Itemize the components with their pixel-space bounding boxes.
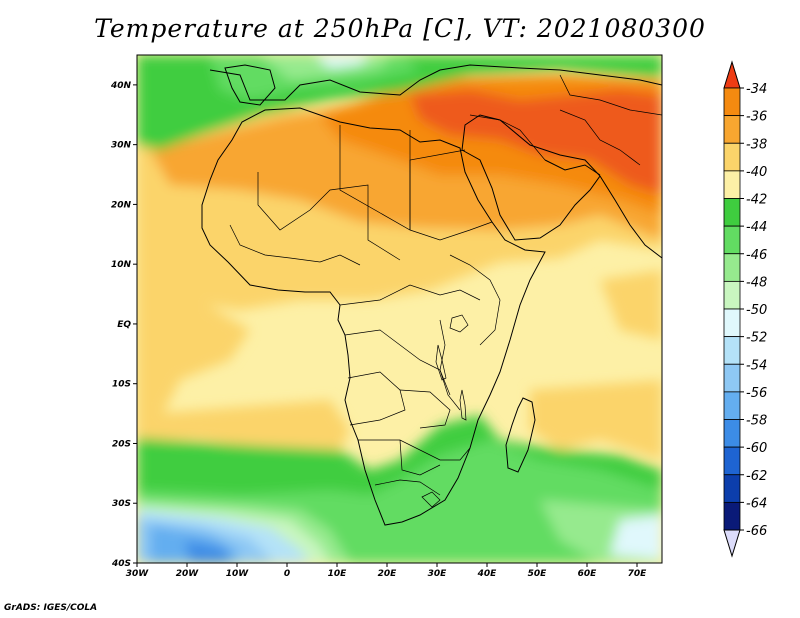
colorbar-segment	[723, 474, 741, 503]
lake-tanganyika	[435, 344, 447, 381]
plot-frame	[136, 54, 663, 564]
lon-tick-label: 60E	[578, 569, 598, 579]
colorbar-segment	[723, 308, 741, 338]
colorbar-label: -40	[746, 165, 767, 180]
lon-tick-label: 30E	[428, 569, 448, 579]
border-sahara-west	[257, 172, 401, 261]
colorbar-label: -34	[746, 82, 767, 97]
lon-tick-label: 20E	[378, 569, 398, 579]
colorbar-label: -64	[746, 496, 767, 511]
colorbar-segment	[723, 253, 741, 282]
persian-gulf-coastline	[544, 159, 601, 176]
lon-tick-label: 0	[284, 569, 290, 579]
colorbar-label: -46	[746, 248, 767, 263]
iberia-coastline	[224, 64, 276, 106]
colorbar-label: -48	[746, 275, 767, 290]
colorbar-label: -66	[746, 524, 767, 539]
border-iran-afghan	[559, 109, 641, 166]
colorbar-bottom-cap	[723, 529, 741, 558]
lat-tick-label: 20S	[112, 439, 131, 449]
colorbar-label: -56	[746, 386, 767, 401]
border-lesotho	[421, 491, 441, 508]
coastlines	[201, 64, 662, 526]
border-sudan	[409, 221, 493, 241]
border-middle-east	[469, 114, 546, 161]
colorbar-label: -58	[746, 414, 767, 429]
colorbar-label: -54	[746, 358, 767, 373]
colorbar-label: -42	[746, 193, 767, 208]
border-central-asia	[559, 74, 662, 116]
colorbar-label: -62	[746, 469, 767, 484]
border-angola	[347, 371, 406, 426]
lon-tick-label: 10W	[226, 569, 250, 579]
colorbar-label: -52	[746, 331, 767, 346]
colorbar-top-cap	[723, 60, 741, 89]
lat-tick-label: 20N	[111, 200, 132, 210]
colorbar-segment	[723, 198, 741, 227]
colorbar-segment	[723, 336, 741, 365]
colorbar-segment	[723, 280, 741, 310]
lat-tick-label: 10S	[112, 380, 131, 390]
colorbar-segment	[723, 419, 741, 448]
field-minus40-indian-east	[600, 270, 662, 340]
lake-victoria	[449, 314, 469, 333]
lake-malawi	[459, 389, 467, 421]
africa-coastline	[201, 107, 546, 526]
colorbar-segment	[723, 170, 741, 199]
field-minus52-south	[610, 515, 662, 560]
lon-tick-label: 40E	[477, 569, 498, 579]
border-botswana	[399, 439, 441, 476]
border-east-africa	[449, 254, 501, 346]
border-southern-africa	[358, 439, 471, 461]
colorbar-label: -60	[746, 441, 767, 456]
lon-tick-label: 10E	[328, 569, 348, 579]
colorbar-label: -50	[746, 303, 767, 318]
madagascar-coastline	[505, 397, 536, 473]
border-central-africa	[339, 284, 481, 306]
border-south-africa	[374, 479, 441, 496]
europe-coastline	[209, 64, 662, 101]
field-minus52-north	[315, 55, 370, 68]
field-minus34-east	[410, 90, 662, 195]
credit-text: GrADS: IGES/COLA	[4, 603, 98, 613]
india-coastline	[599, 175, 662, 259]
field-minus40-south-west	[137, 300, 250, 425]
latitude-axis: 40N 30N 20N 10N EQ 10S 20S 30S 40S	[110, 81, 137, 569]
longitude-axis: 30W 20W 10W 0 10E 20E 30E 40E 50E 60E 70E	[126, 563, 647, 579]
field-minus40-indian-ocean	[530, 380, 662, 460]
colorbar: -34 -36 -38 -40 -42 -44 -46 -48 -50 -52 -54 -56 -58 -…	[723, 60, 767, 558]
lat-tick-label: 30N	[111, 141, 132, 151]
chart-title: Temperature at 250hPa [C], VT: 202108030…	[94, 14, 706, 43]
colorbar-segment	[723, 501, 741, 531]
lat-tick-label: 30S	[112, 499, 131, 509]
lon-tick-label: 30W	[126, 569, 150, 579]
lon-tick-label: 50E	[528, 569, 548, 579]
colorbar-label: -38	[746, 137, 767, 152]
lat-tick-label: 10N	[111, 260, 132, 270]
country-borders	[229, 74, 662, 508]
lon-tick-label: 70E	[628, 569, 648, 579]
field-minus60-south	[185, 540, 230, 563]
colorbar-segment	[723, 363, 741, 393]
lat-tick-label: EQ	[117, 320, 131, 330]
temperature-field	[137, 55, 662, 563]
field-minus40-southern-band	[137, 400, 350, 450]
colorbar-label: -36	[746, 110, 767, 125]
colorbar-segment	[723, 446, 741, 476]
colorbar-segment	[723, 115, 741, 144]
border-zambia	[399, 389, 451, 429]
border-west-africa	[229, 224, 361, 266]
colorbar-segment	[723, 142, 741, 172]
lat-tick-label: 40N	[110, 81, 132, 91]
lon-tick-label: 20W	[176, 569, 200, 579]
colorbar-segment	[723, 391, 741, 420]
colorbar-label: -44	[746, 220, 767, 235]
colorbar-segment	[723, 225, 741, 255]
colorbar-segment	[723, 87, 741, 117]
border-great-lakes	[439, 319, 461, 411]
arabia-coastline	[461, 114, 601, 241]
lat-tick-label: 40S	[111, 559, 131, 569]
